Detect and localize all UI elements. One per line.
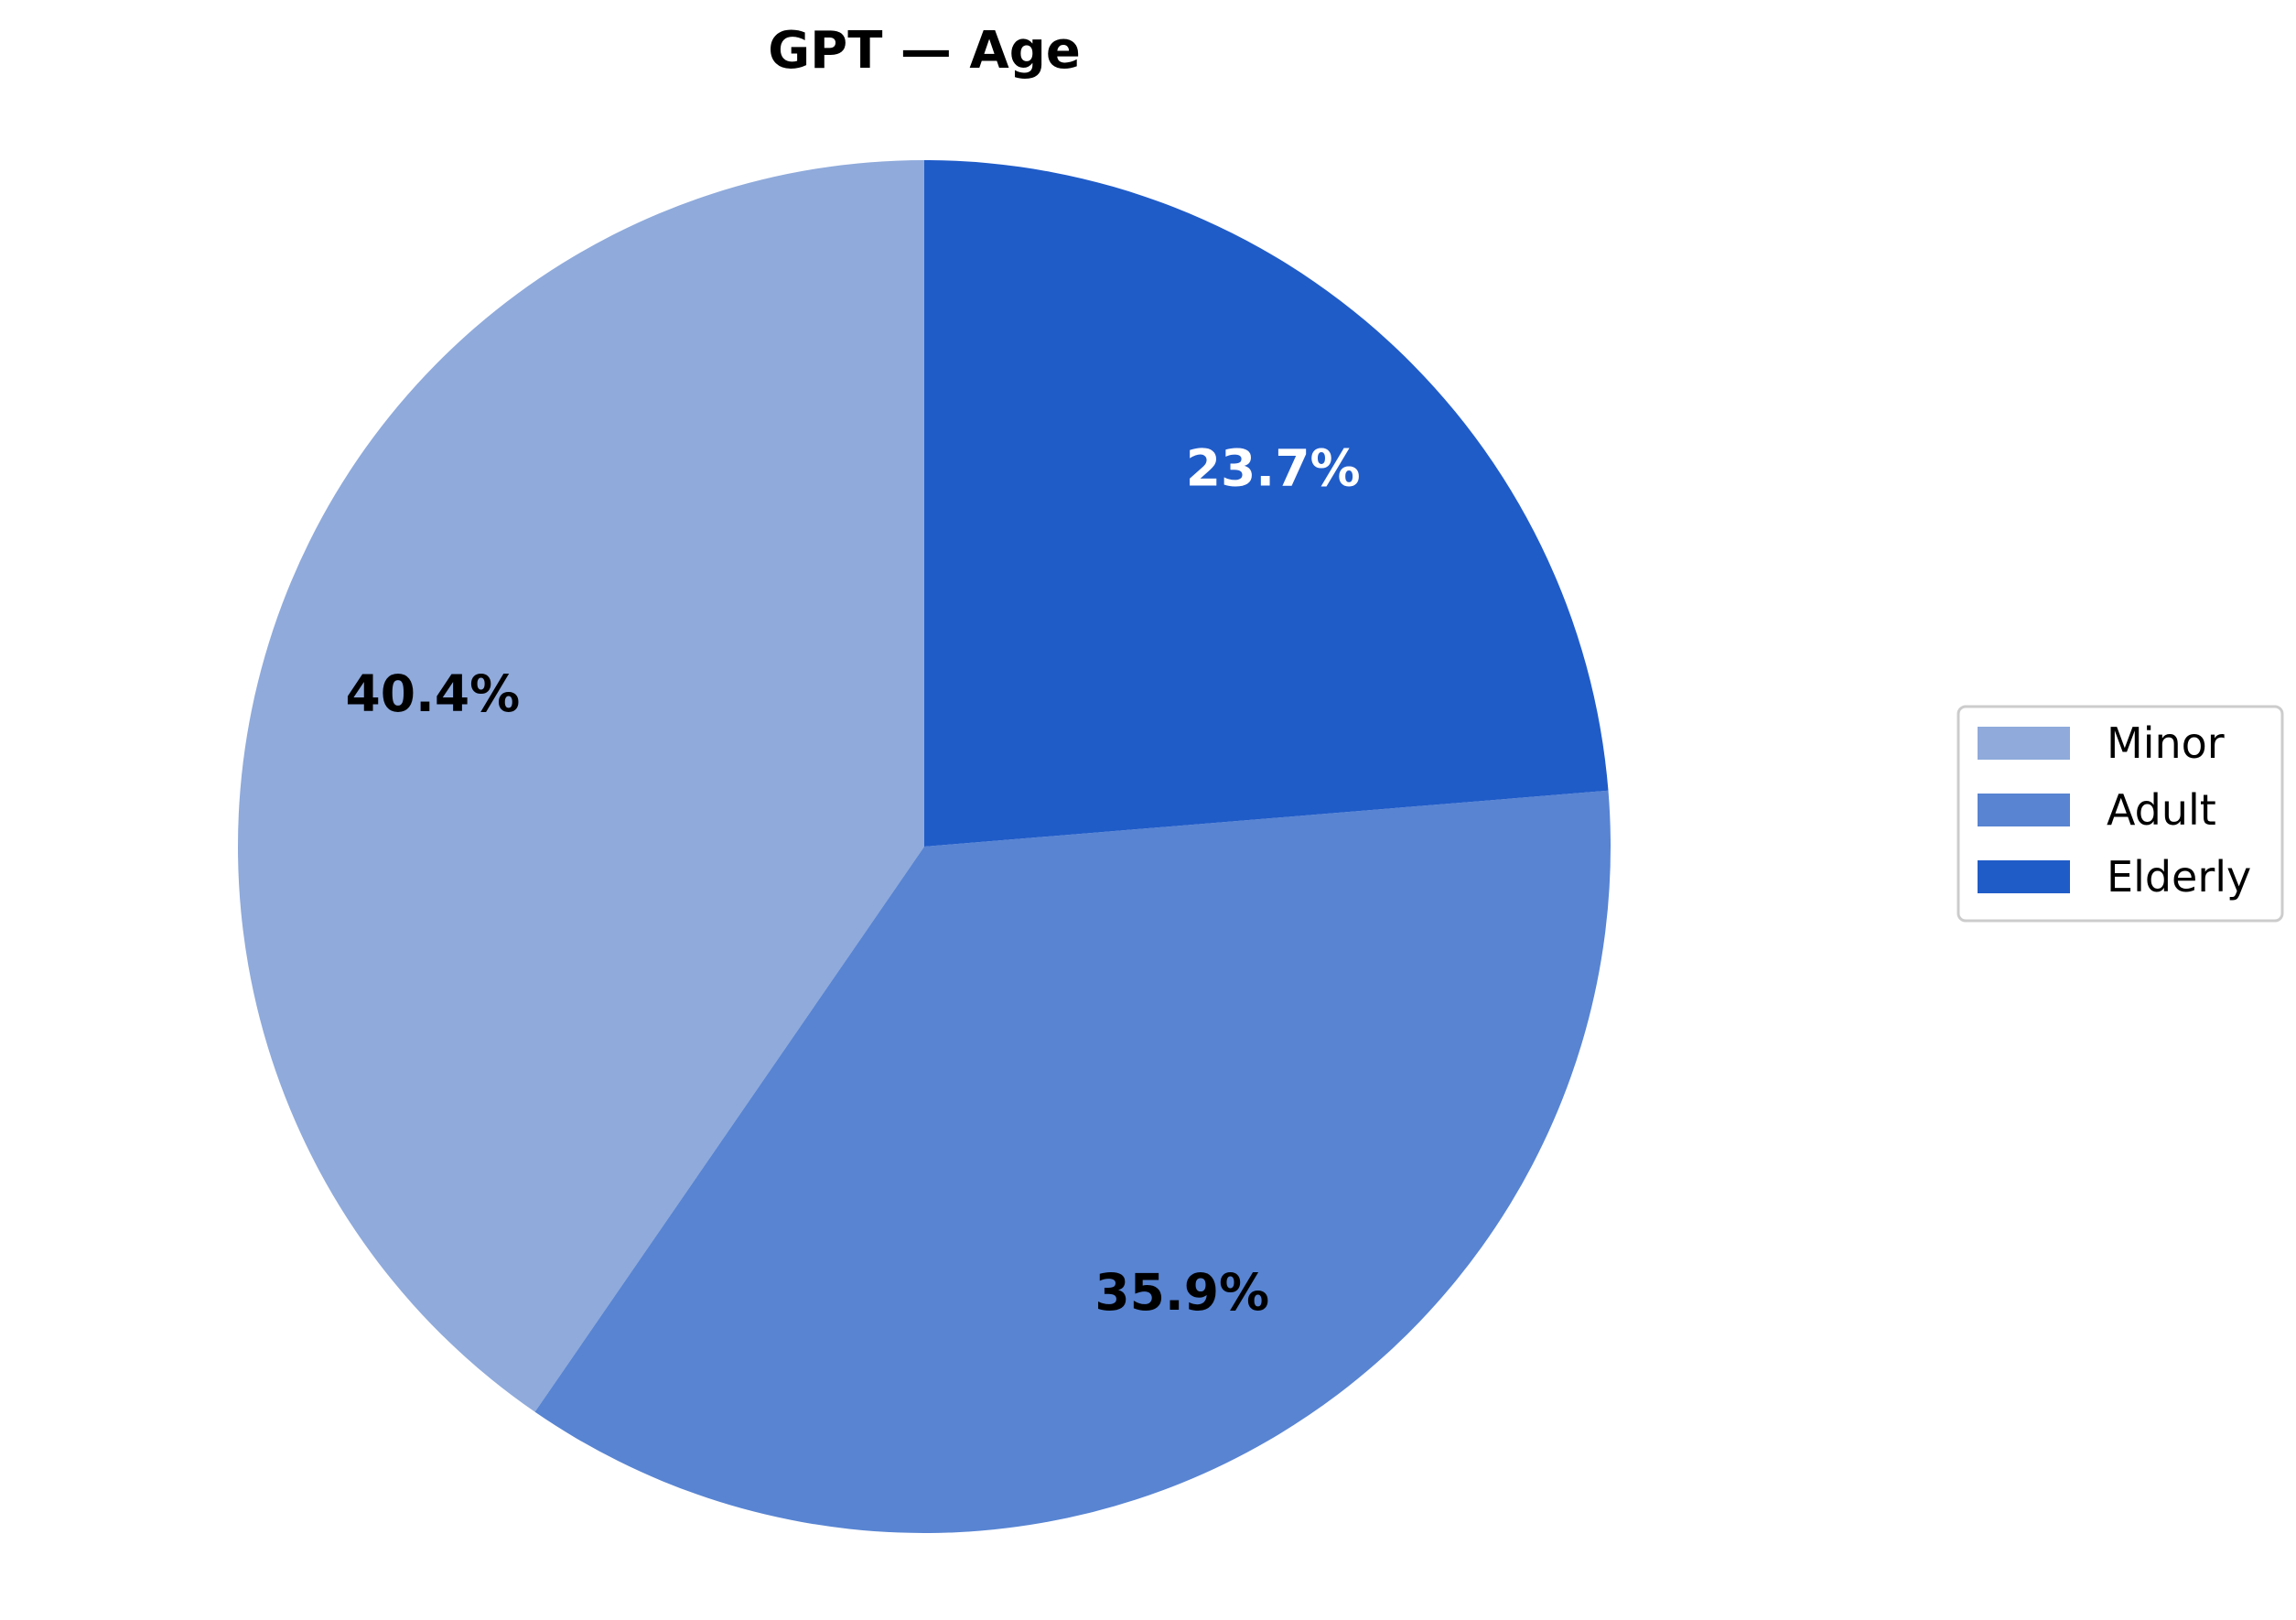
slice-label-minor: 40.4% xyxy=(345,664,520,723)
legend-label-elderly: Elderly xyxy=(2107,852,2251,902)
chart-title: GPT — Age xyxy=(768,21,1081,81)
legend-items: Minor Adult Elderly xyxy=(1978,718,2251,902)
legend-label-minor: Minor xyxy=(2107,718,2225,768)
legend-swatch-adult xyxy=(1978,794,2070,826)
slice-label-adult: 35.9% xyxy=(1094,1263,1269,1322)
pie-slices xyxy=(238,160,1611,1534)
legend-label-adult: Adult xyxy=(2107,785,2216,835)
legend-swatch-elderly xyxy=(1978,860,2070,893)
pie-slice-labels: 40.4% 35.9% 23.7% xyxy=(345,438,1360,1322)
legend: Minor Adult Elderly xyxy=(1956,705,2284,923)
pie-slice-elderly xyxy=(924,160,1609,847)
pie-slice-adult xyxy=(534,790,1611,1534)
legend-swatch-minor xyxy=(1978,727,2070,760)
slice-label-elderly: 23.7% xyxy=(1186,438,1361,497)
pie-slice-minor xyxy=(238,160,924,1412)
